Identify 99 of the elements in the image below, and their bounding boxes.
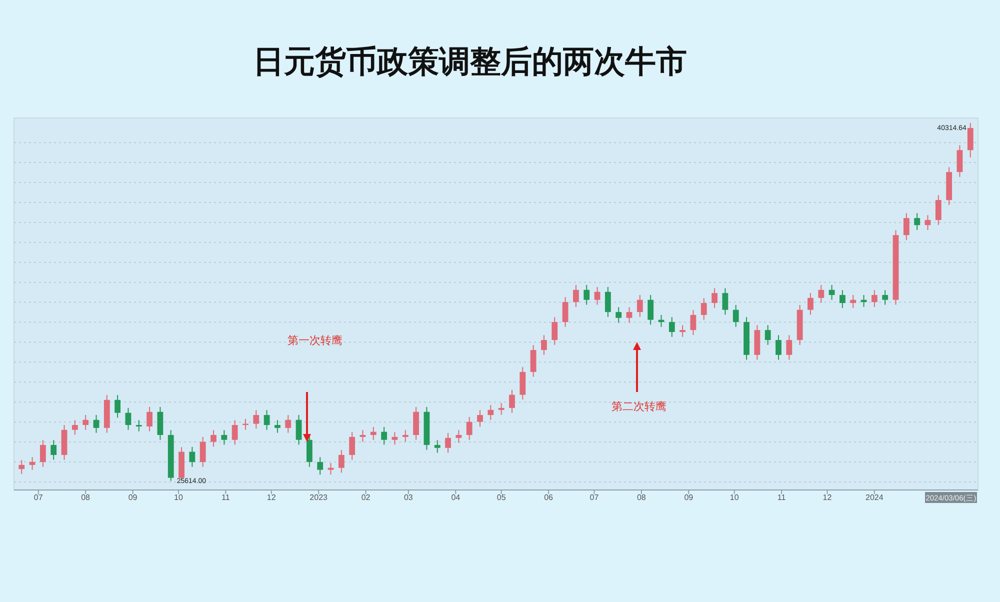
candlestick bbox=[328, 462, 334, 476]
x-tick-label: 03 bbox=[404, 493, 414, 502]
candlestick bbox=[82, 414, 89, 430]
candlestick bbox=[584, 284, 590, 306]
candlestick bbox=[562, 296, 568, 328]
candlestick bbox=[189, 446, 196, 468]
candlestick bbox=[924, 214, 931, 230]
candlestick bbox=[50, 440, 57, 460]
candlestick bbox=[541, 334, 547, 356]
x-tick-label: 07 bbox=[34, 493, 44, 502]
x-tick-label: 2023 bbox=[310, 493, 328, 502]
x-tick-label: 08 bbox=[636, 493, 646, 502]
candlestick bbox=[29, 456, 36, 470]
candlestick bbox=[445, 432, 451, 454]
candlestick bbox=[956, 144, 963, 178]
candlestick bbox=[786, 334, 792, 360]
candlestick bbox=[903, 212, 910, 240]
x-tick-label: 09 bbox=[128, 493, 138, 502]
x-tick-label: 08 bbox=[81, 493, 91, 502]
x-tick-label: 12 bbox=[822, 493, 832, 502]
candlestick bbox=[594, 286, 600, 306]
candlestick bbox=[136, 420, 142, 432]
candlestick bbox=[648, 294, 654, 326]
candlestick bbox=[680, 324, 686, 338]
x-tick-label: 02 bbox=[361, 493, 371, 502]
candlestick bbox=[604, 286, 611, 318]
candlestick bbox=[349, 432, 356, 460]
candlestick bbox=[317, 456, 324, 476]
candlestick bbox=[253, 410, 260, 430]
candlestick bbox=[402, 430, 408, 442]
candlestick bbox=[626, 306, 632, 324]
candlestick bbox=[93, 414, 100, 434]
candlestick bbox=[840, 290, 846, 308]
candlestick bbox=[285, 414, 292, 434]
candlestick bbox=[338, 450, 344, 474]
candlestick bbox=[296, 414, 302, 446]
annotation: 第一次转鹰 bbox=[288, 334, 342, 347]
candlestick bbox=[40, 440, 46, 468]
candlestick bbox=[828, 284, 835, 300]
candlestick bbox=[914, 212, 920, 230]
x-tick-label: 10 bbox=[730, 493, 740, 502]
candlestick bbox=[456, 430, 462, 444]
candlestick bbox=[274, 420, 280, 434]
candlestick bbox=[477, 410, 483, 428]
candlestick bbox=[125, 407, 132, 430]
candlestick bbox=[967, 122, 974, 158]
candlestick bbox=[552, 316, 558, 346]
candlestick bbox=[764, 324, 771, 346]
candlestick bbox=[700, 298, 707, 320]
x-tick-label: 2024 bbox=[866, 493, 884, 502]
candlestick bbox=[509, 389, 515, 414]
candlestick bbox=[776, 334, 782, 360]
x-tick-label: 07 bbox=[590, 493, 600, 502]
x-tick-label: 04 bbox=[451, 493, 461, 502]
candlestick bbox=[488, 404, 494, 420]
candlestick bbox=[808, 292, 814, 316]
candlestick bbox=[306, 434, 312, 468]
annotation: 第二次转鹰 bbox=[612, 400, 666, 413]
candlestick bbox=[722, 288, 728, 316]
candlestick bbox=[818, 284, 824, 304]
candlestick bbox=[370, 426, 376, 440]
candlestick bbox=[360, 430, 366, 442]
candlestick bbox=[232, 420, 238, 446]
candlestick bbox=[668, 316, 675, 338]
candlestick bbox=[413, 406, 419, 440]
candlestick bbox=[157, 406, 164, 440]
chart-title: 日元货币政策调整后的两次牛市 bbox=[253, 44, 687, 79]
x-tick-label: 12 bbox=[266, 493, 276, 502]
candlestick bbox=[72, 420, 78, 436]
x-tick-label: 09 bbox=[684, 493, 694, 502]
candlestick bbox=[264, 410, 270, 430]
x-tick-label: 10 bbox=[174, 493, 184, 502]
candlestick bbox=[573, 284, 579, 308]
candlestick bbox=[200, 436, 206, 468]
candlestick bbox=[114, 394, 121, 418]
candlestick bbox=[520, 366, 526, 400]
candlestick bbox=[434, 440, 440, 454]
candlestick bbox=[712, 288, 718, 308]
candlestick bbox=[616, 306, 622, 324]
candlestick bbox=[18, 460, 25, 474]
candlestick bbox=[850, 294, 856, 308]
candlestick bbox=[935, 194, 942, 226]
candlestick bbox=[530, 344, 536, 378]
candlestick bbox=[466, 416, 472, 440]
candlestick bbox=[392, 432, 398, 446]
candlestick bbox=[221, 430, 228, 446]
x-tick-label: 11 bbox=[222, 493, 230, 502]
candlestick bbox=[636, 294, 643, 318]
candlestick bbox=[210, 430, 216, 448]
candlestick bbox=[732, 304, 739, 328]
x-tick-label: 11 bbox=[777, 493, 786, 502]
candlestick bbox=[690, 310, 696, 336]
candlestick bbox=[882, 290, 888, 306]
candlestick bbox=[381, 426, 388, 446]
candlestick bbox=[146, 406, 152, 432]
x-tick-label: 06 bbox=[544, 493, 554, 502]
candlestick bbox=[498, 402, 504, 416]
candlestick bbox=[871, 290, 878, 308]
x-tick-label: 05 bbox=[496, 493, 506, 502]
